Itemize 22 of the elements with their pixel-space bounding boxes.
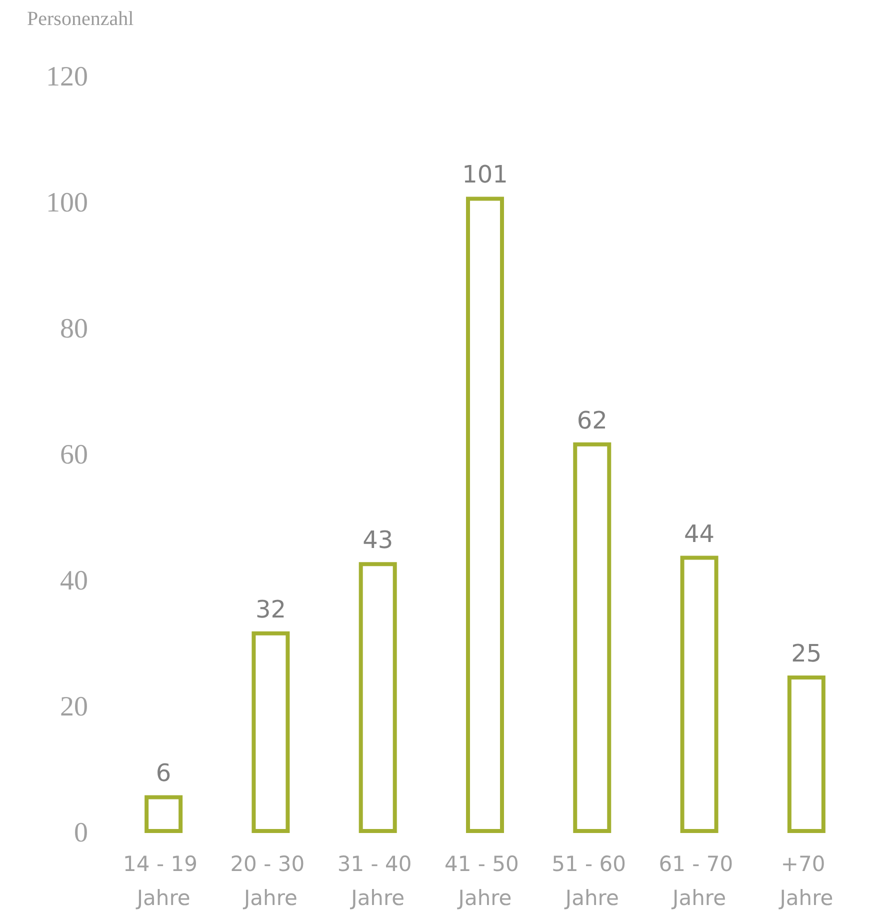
y-tick-label: 120 — [46, 62, 88, 92]
data-label: 43 — [362, 526, 394, 554]
y-tick-label: 100 — [46, 188, 88, 218]
x-tick-label: +70 Jahre — [778, 852, 834, 910]
y-axis-title: Personenzahl — [27, 8, 134, 30]
x-tick-label: 51 - 60 Jahre — [552, 852, 633, 910]
y-tick-label: 80 — [60, 314, 88, 344]
x-tick-label: 31 - 40 Jahre — [337, 852, 418, 910]
data-label: 62 — [576, 406, 608, 434]
x-tick-label: 61 - 70 Jahre — [658, 852, 740, 910]
data-label: 6 — [156, 759, 172, 788]
data-label: 44 — [684, 520, 715, 548]
y-tick-label: 0 — [74, 818, 88, 848]
data-label: 101 — [462, 160, 508, 189]
data-label: 25 — [791, 640, 822, 668]
data-label: 32 — [255, 595, 286, 624]
y-tick-label: 60 — [60, 440, 88, 470]
y-tick-label: 20 — [60, 692, 88, 722]
y-tick-label: 40 — [60, 566, 88, 596]
x-tick-label: 20 - 30 Jahre — [230, 852, 312, 910]
x-tick-label: 14 - 19 Jahre — [123, 852, 204, 910]
x-tick-label: 41 - 50 Jahre — [444, 852, 526, 910]
